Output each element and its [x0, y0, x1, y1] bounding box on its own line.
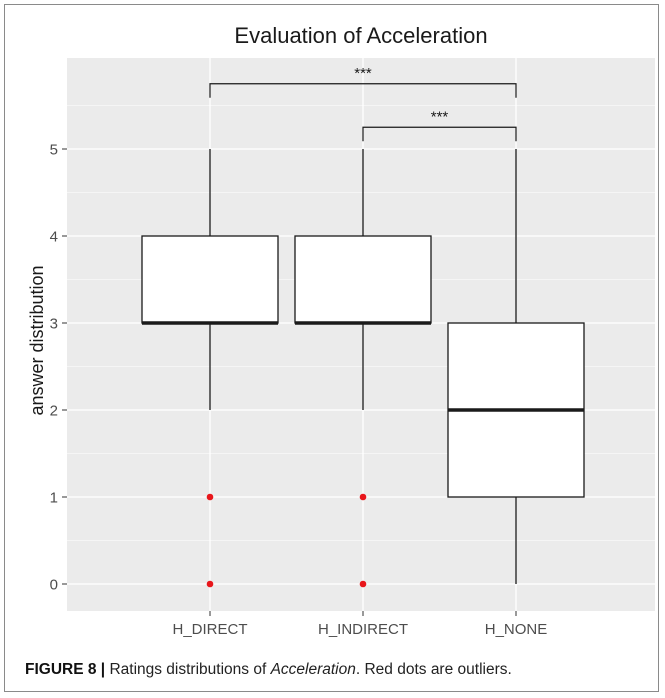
y-tick-label: 1	[50, 490, 58, 507]
figure-caption: FIGURE 8 | Ratings distributions of Acce…	[25, 661, 655, 679]
y-axis-label: answer distribution	[27, 265, 47, 415]
caption-text-after: . Red dots are outliers.	[355, 661, 512, 678]
caption-text-before: Ratings distributions of	[105, 661, 271, 678]
figure-frame: Evaluation of Acceleration 0 1 2 3 4 5 answer d…	[4, 4, 659, 692]
box-h-indirect	[294, 149, 432, 588]
y-tick-label: 3	[50, 316, 58, 333]
box-iqr	[141, 235, 279, 324]
outlier-point	[206, 580, 214, 588]
y-tick-label: 0	[50, 577, 58, 594]
significance-bracket	[209, 83, 517, 98]
box-h-none	[447, 149, 585, 584]
figure-label: FIGURE 8 |	[25, 661, 106, 678]
significance-label: ***	[431, 108, 449, 125]
outlier-point	[359, 580, 367, 588]
x-tick-label: H_DIRECT	[172, 621, 247, 638]
y-tick-label: 4	[50, 229, 58, 246]
y-tick-label: 5	[50, 142, 58, 159]
x-tick-label: H_NONE	[485, 621, 548, 638]
box-iqr	[294, 235, 432, 324]
y-tick-label: 2	[50, 403, 58, 420]
boxplot-chart: Evaluation of Acceleration 0 1 2 3 4 5 answer d…	[27, 23, 655, 638]
outlier-point	[359, 493, 367, 501]
chart-title: Evaluation of Acceleration	[234, 23, 487, 48]
caption-emphasis: Acceleration	[270, 661, 356, 678]
outlier-point	[206, 493, 214, 501]
x-tick-label: H_INDIRECT	[318, 621, 408, 638]
box-h-direct	[141, 149, 279, 588]
significance-bracket	[362, 126, 517, 142]
significance-label: ***	[354, 65, 372, 82]
